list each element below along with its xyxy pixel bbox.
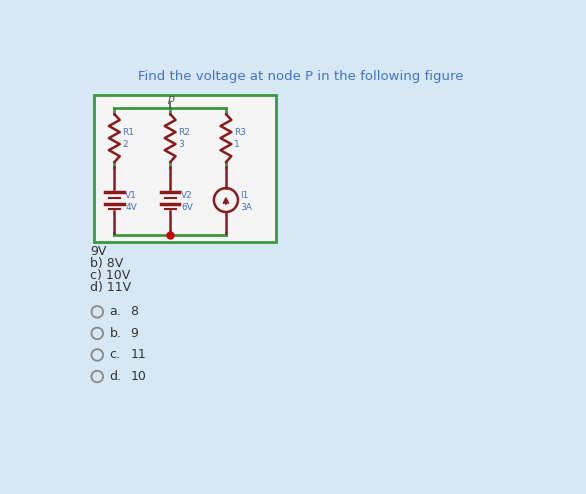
Text: c.: c. — [110, 348, 121, 362]
Text: 2: 2 — [122, 140, 128, 149]
Text: 3: 3 — [178, 140, 183, 149]
Text: R2: R2 — [178, 128, 190, 137]
Text: V1: V1 — [125, 191, 137, 200]
Text: b.: b. — [110, 327, 121, 340]
Text: 8: 8 — [131, 305, 139, 318]
Text: p: p — [166, 93, 173, 104]
Text: R1: R1 — [122, 128, 134, 137]
Text: 9: 9 — [131, 327, 138, 340]
Text: 6V: 6V — [181, 203, 193, 211]
Text: 9V: 9V — [90, 246, 107, 258]
Text: I1: I1 — [240, 191, 248, 200]
Text: 1: 1 — [234, 140, 240, 149]
FancyBboxPatch shape — [94, 95, 277, 242]
Text: b) 8V: b) 8V — [90, 257, 124, 270]
Text: V2: V2 — [181, 191, 193, 200]
Text: 10: 10 — [131, 370, 146, 383]
Text: Find the voltage at node P in the following figure: Find the voltage at node P in the follow… — [138, 70, 463, 82]
Text: a.: a. — [110, 305, 121, 318]
Text: 11: 11 — [131, 348, 146, 362]
Text: d) 11V: d) 11V — [90, 281, 131, 294]
Text: 3A: 3A — [240, 203, 252, 211]
Text: d.: d. — [110, 370, 122, 383]
Text: 4V: 4V — [125, 203, 137, 211]
Text: R3: R3 — [234, 128, 246, 137]
Text: c) 10V: c) 10V — [90, 269, 131, 282]
